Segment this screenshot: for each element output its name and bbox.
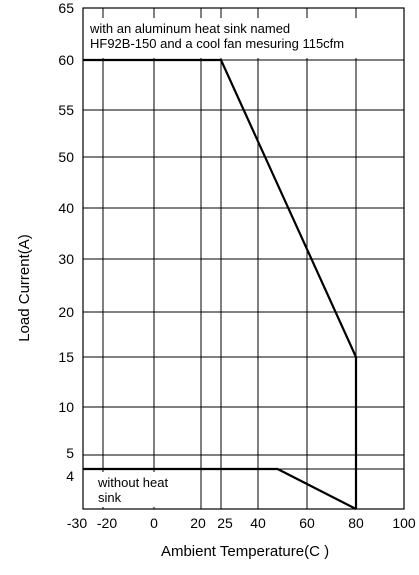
x-tick-label: 25 xyxy=(217,515,233,531)
x-tick-label: 60 xyxy=(299,515,315,531)
x-tick-label: -20 xyxy=(97,515,117,531)
note-layer: with an aluminum heat sink namedHF92B-15… xyxy=(85,18,403,507)
annotation-fan-line: HF92B-150 and a cool fan mesuring 115cfm xyxy=(90,36,344,51)
note-bg-bottom xyxy=(85,472,195,507)
x-tick-label: 0 xyxy=(150,515,158,531)
x-tick-label: -30 xyxy=(67,515,87,531)
x-tick-label: 100 xyxy=(392,515,416,531)
series-without-heatsink-line xyxy=(83,467,357,510)
series-with-heatsink-line xyxy=(83,58,358,509)
y-tick-label: 15 xyxy=(58,349,74,365)
y-tick-label: 5 xyxy=(66,445,74,461)
y-axis-title: Load Current(A) xyxy=(16,234,33,342)
y-tick-label: 20 xyxy=(58,304,74,320)
y-tick-label: 30 xyxy=(58,251,74,267)
annotation-no-sink-line: sink xyxy=(98,490,122,505)
series-layer xyxy=(83,58,358,510)
y-tick-label: 50 xyxy=(58,149,74,165)
annotation-fan-line: with an aluminum heat sink named xyxy=(89,21,290,36)
x-axis-title: Ambient Temperature(C ) xyxy=(161,543,329,560)
x-tick-label: 20 xyxy=(190,515,206,531)
x-tick-label: 40 xyxy=(250,515,266,531)
y-tick-label: 55 xyxy=(58,102,74,118)
y-tick-label: 40 xyxy=(58,200,74,216)
tick-layer: -30 -20 0 20 25 40 60 80 100 4 5 10 15 20 30 40 50 55 60 65 xyxy=(58,0,415,531)
grid-layer xyxy=(83,8,404,509)
note-bg-top xyxy=(85,18,403,58)
plot-frame xyxy=(82,7,405,510)
y-tick-label: 65 xyxy=(58,0,74,16)
y-tick-label: 10 xyxy=(58,399,74,415)
x-tick-label: 80 xyxy=(348,515,364,531)
y-tick-label: 4 xyxy=(66,468,74,484)
frame-layer xyxy=(82,7,405,510)
annotation-no-sink-line: without heat xyxy=(97,475,168,490)
y-tick-label: 60 xyxy=(58,52,74,68)
